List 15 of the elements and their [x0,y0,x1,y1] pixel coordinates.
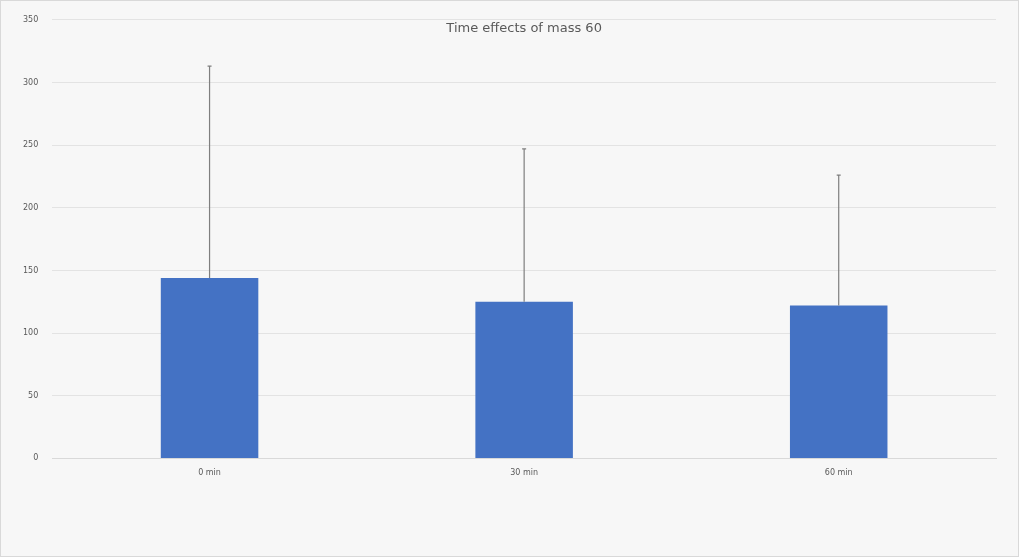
y-tick-label: 150 [22,265,39,275]
y-tick-label: 50 [28,390,39,400]
y-tick-label: 200 [22,202,39,212]
bar [475,301,573,458]
x-tick-label: 0 min [198,468,221,478]
x-tick-label: 60 min [824,468,853,478]
bar [789,305,888,458]
y-tick-label: 350 [22,14,39,24]
x-tick-label: 30 min [510,468,539,478]
y-tick-label: 300 [22,77,39,87]
y-tick-label: 0 [33,453,39,463]
chart-title: Time effects of mass 60 [445,20,602,36]
y-tick-label: 100 [22,328,39,338]
bar [160,277,259,458]
y-tick-label: 250 [22,140,39,150]
